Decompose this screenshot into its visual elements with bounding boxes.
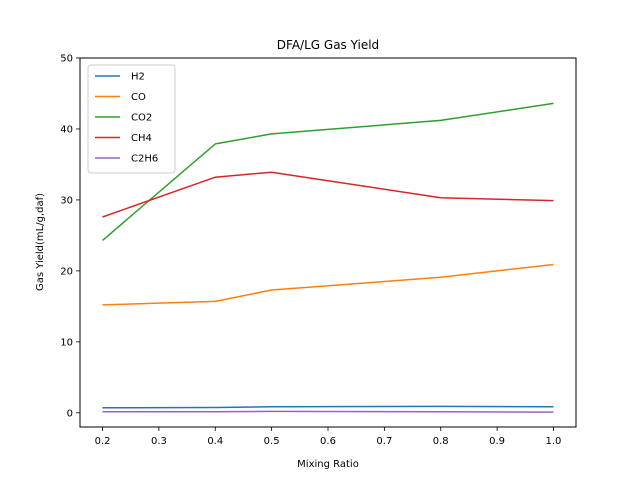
y-tick-label: 40	[60, 124, 73, 135]
x-tick-label: 0.5	[264, 436, 280, 447]
y-tick-label: 50	[60, 54, 73, 65]
x-tick-label: 0.8	[433, 436, 449, 447]
chart-title: DFA/LG Gas Yield	[277, 38, 379, 52]
series-line-co	[102, 263, 554, 306]
x-axis: 0.2 0.3 0.4 0.5 0.6 0.7 0.8 0.9 1.0	[95, 427, 562, 447]
y-tick-label: 30	[60, 195, 73, 206]
legend-label: CO	[131, 92, 146, 103]
x-tick-label: 0.4	[207, 436, 223, 447]
legend-label: CH4	[131, 133, 152, 144]
series-line-c2h6	[102, 410, 554, 413]
legend-label: CO2	[131, 113, 152, 124]
y-axis-label: Gas Yield(mL/g,daf)	[35, 193, 46, 291]
legend-box	[87, 64, 176, 174]
legend-label: H2	[131, 72, 145, 83]
y-tick-label: 10	[60, 337, 73, 348]
x-axis-label: Mixing Ratio	[297, 459, 359, 470]
x-tick-label: 0.3	[151, 436, 167, 447]
x-tick-label: 0.6	[320, 436, 336, 447]
series-layer	[102, 102, 554, 413]
y-axis: 0 10 20 30 40 50	[60, 54, 80, 419]
y-tick-label: 20	[60, 266, 73, 277]
legend: H2 CO CO2 CH4 C2H6	[87, 64, 176, 174]
x-tick-label: 1.0	[546, 436, 562, 447]
series-line-h2	[102, 405, 554, 409]
x-tick-label: 0.2	[95, 436, 111, 447]
series-line-ch4	[102, 171, 554, 218]
x-tick-label: 0.9	[489, 436, 505, 447]
series-line-co2	[102, 102, 554, 241]
y-tick-label: 0	[67, 408, 73, 419]
legend-label: C2H6	[131, 154, 158, 165]
x-tick-label: 0.7	[376, 436, 392, 447]
